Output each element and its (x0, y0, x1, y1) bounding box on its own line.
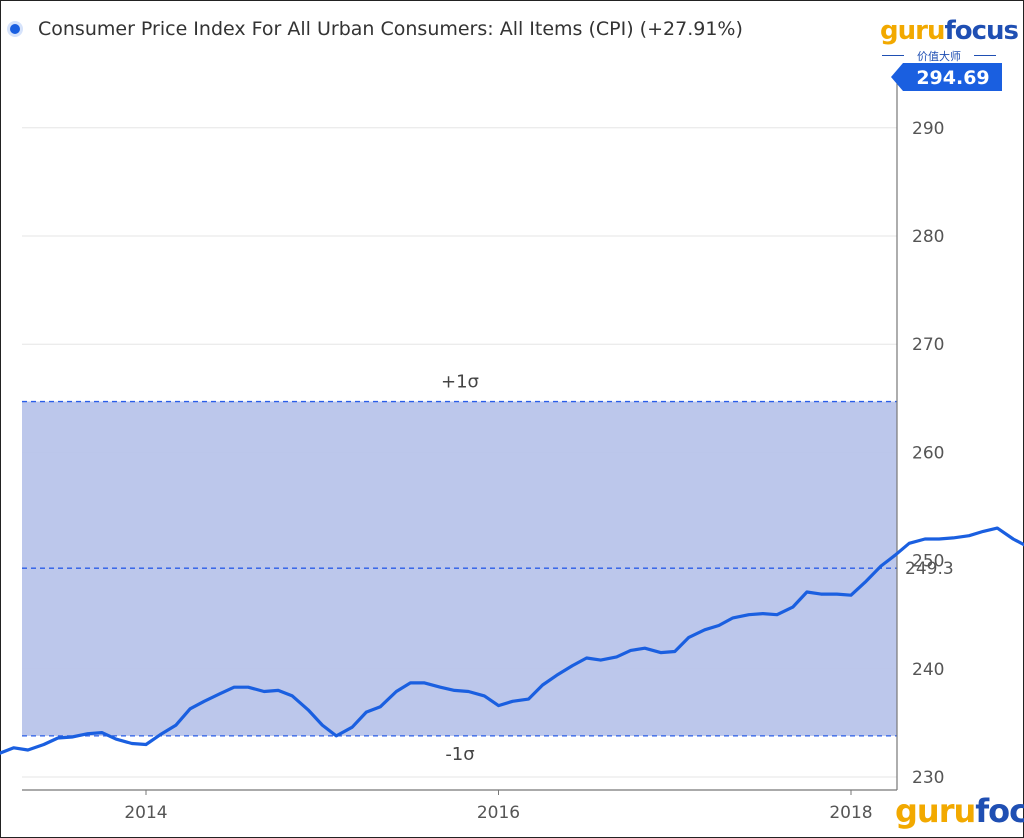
y-tick-label-290: 290 (912, 119, 944, 139)
chart-title: Consumer Price Index For All Urban Consu… (38, 18, 743, 40)
y-tick-label-230: 230 (912, 768, 944, 788)
logo-wordmark: gurufocus (880, 16, 1019, 46)
gurufocus-logo: gurufocus 价值大师 (880, 16, 1019, 66)
x-tick-label-2016: 2016 (477, 803, 520, 823)
sigma-band (22, 401, 897, 736)
logo-chinese-text: 价值大师 (880, 48, 998, 64)
y-tick-label-260: 260 (912, 443, 944, 463)
last-value-tag (891, 63, 1002, 92)
band-label-upper: +1σ (441, 372, 479, 393)
last-value-label: 294.69 (916, 67, 989, 89)
gurufocus-watermark-logo: gurufocus (895, 792, 1024, 830)
chart-header: Consumer Price Index For All Urban Consu… (10, 14, 743, 44)
cpi-series-line (0, 526, 1024, 756)
y-tick-label-270: 270 (912, 335, 944, 355)
x-tick-label-2018: 2018 (829, 803, 872, 823)
x-tick-label-2014: 2014 (124, 803, 167, 823)
band-label-lower: -1σ (445, 744, 474, 765)
y-tick-label-250: 250 (912, 552, 944, 572)
band-label-mean: 249.3 (905, 559, 954, 579)
y-tick-label-280: 280 (912, 227, 944, 247)
legend-marker-icon[interactable] (10, 24, 20, 34)
y-tick-label-240: 240 (912, 660, 944, 680)
